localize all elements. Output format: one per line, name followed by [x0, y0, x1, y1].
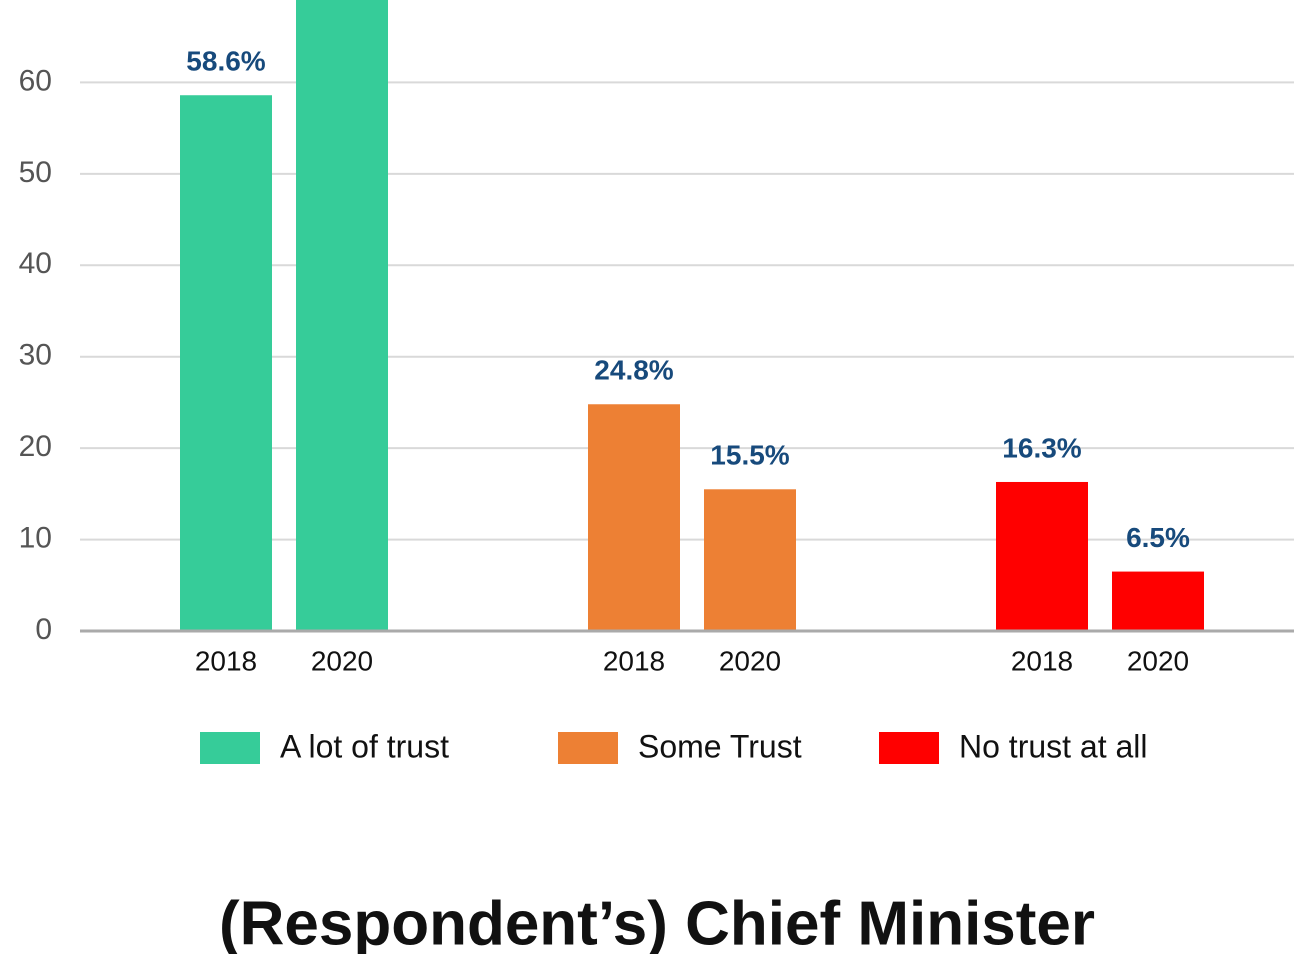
- y-tick-label: 20: [19, 430, 52, 463]
- x-tick-label: 2020: [719, 645, 781, 676]
- data-label: 24.8%: [594, 355, 673, 386]
- data-label: 58.6%: [186, 46, 265, 77]
- legend-label: A lot of trust: [280, 728, 449, 764]
- x-tick-label: 2020: [1127, 645, 1189, 676]
- bar: [1112, 571, 1204, 631]
- legend-swatch: [879, 732, 939, 764]
- y-tick-label: 70: [19, 0, 52, 6]
- legend-label: Some Trust: [638, 728, 802, 764]
- y-tick-label: 40: [19, 247, 52, 280]
- bar: [296, 0, 388, 632]
- legend-swatch: [200, 732, 260, 764]
- data-label: 6.5%: [1126, 522, 1190, 553]
- bar: [588, 404, 680, 631]
- data-label: 15.5%: [710, 440, 789, 471]
- bar: [180, 95, 272, 631]
- legend-label: No trust at all: [959, 728, 1148, 764]
- legend-swatch: [558, 732, 618, 764]
- data-label: 16.3%: [1002, 432, 1081, 463]
- bar: [704, 489, 796, 631]
- y-tick-label: 60: [19, 64, 52, 97]
- chart-title: (Respondent’s) Chief Minister: [219, 889, 1095, 954]
- y-tick-label: 10: [19, 521, 52, 554]
- y-tick-label: 50: [19, 156, 52, 189]
- x-tick-label: 2018: [195, 645, 257, 676]
- x-tick-label: 2018: [603, 645, 665, 676]
- y-tick-label: 0: [35, 613, 52, 646]
- y-tick-label: 30: [19, 339, 52, 372]
- bar: [996, 481, 1088, 631]
- x-tick-label: 2018: [1011, 645, 1073, 676]
- x-tick-label: 2020: [311, 645, 373, 676]
